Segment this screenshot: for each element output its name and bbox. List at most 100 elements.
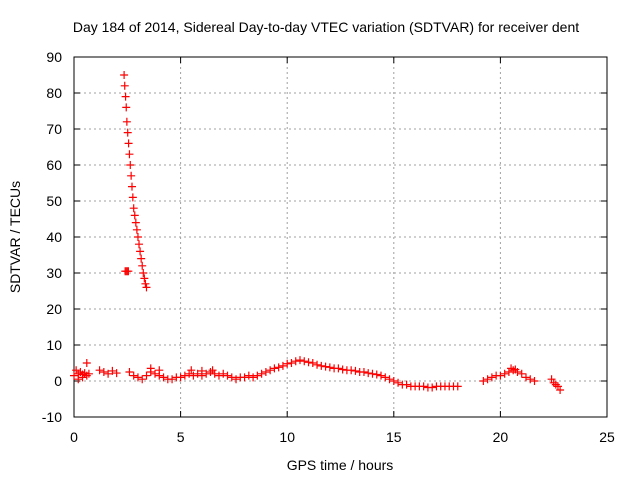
data-point	[210, 369, 219, 378]
data-point	[253, 371, 262, 380]
data-point	[509, 366, 518, 375]
data-point	[189, 371, 198, 380]
data-point	[142, 283, 151, 292]
x-tick-label: 15	[386, 429, 402, 445]
data-point	[137, 254, 146, 263]
data-point	[206, 368, 215, 376]
data-point	[500, 369, 509, 378]
data-point	[124, 267, 133, 276]
data-point	[122, 117, 131, 126]
data-point	[78, 373, 87, 382]
data-point	[283, 359, 292, 368]
data-point	[180, 371, 189, 380]
data-point	[483, 375, 492, 384]
data-point	[121, 92, 130, 101]
y-tick-label: 30	[46, 265, 62, 281]
data-point	[359, 368, 368, 376]
data-point	[308, 359, 317, 367]
data-point	[556, 386, 565, 394]
data-point	[526, 375, 535, 384]
y-tick-label: 10	[46, 337, 62, 353]
data-point	[368, 369, 377, 378]
y-tick-label: 60	[46, 157, 62, 173]
data-point	[130, 211, 139, 220]
data-point	[223, 371, 232, 380]
data-point	[133, 233, 142, 241]
data-point	[232, 375, 241, 384]
data-point	[159, 373, 168, 382]
data-point	[128, 193, 137, 202]
data-point	[139, 269, 148, 277]
data-point	[126, 161, 135, 169]
data-point	[321, 362, 330, 371]
data-point	[291, 357, 300, 366]
y-tick-label: -10	[42, 409, 62, 425]
data-point	[187, 366, 196, 375]
data-point	[364, 369, 373, 378]
y-tick-label: 20	[46, 301, 62, 317]
data-point	[138, 261, 147, 270]
data-point	[140, 274, 149, 283]
data-point	[125, 150, 134, 159]
data-point	[193, 369, 202, 378]
data-point	[389, 377, 398, 385]
data-point	[453, 382, 462, 391]
data-point	[402, 380, 411, 389]
data-point	[227, 373, 236, 382]
data-point	[185, 369, 194, 378]
data-point	[338, 365, 347, 374]
data-point	[168, 375, 177, 384]
data-point	[122, 103, 131, 112]
data-point	[428, 383, 437, 392]
data-point	[120, 81, 129, 90]
data-point	[313, 360, 322, 369]
data-point	[124, 139, 133, 148]
data-point	[496, 371, 505, 380]
data-point	[129, 204, 138, 213]
y-tick-label: 40	[46, 229, 62, 245]
data-point	[146, 364, 155, 373]
data-point	[377, 371, 386, 380]
data-point	[521, 373, 530, 382]
y-axis-label: SDTVAR / TECUs	[7, 181, 23, 293]
x-tick-label: 25	[599, 429, 615, 445]
y-tick-label: 0	[54, 373, 62, 389]
y-tick-label: 90	[46, 49, 62, 65]
data-point	[317, 361, 326, 370]
data-point	[120, 71, 129, 79]
data-point	[385, 375, 394, 384]
data-point	[141, 279, 150, 288]
data-point	[334, 364, 343, 373]
data-point	[214, 371, 223, 380]
grid-lines	[74, 57, 607, 417]
data-point	[72, 366, 81, 375]
data-point	[155, 366, 164, 375]
data-point	[104, 369, 113, 378]
data-point	[487, 373, 496, 382]
data-point	[295, 356, 304, 365]
data-point	[70, 371, 78, 380]
data-point	[394, 378, 403, 387]
data-point	[129, 371, 138, 380]
data-point	[84, 369, 93, 378]
data-point	[112, 369, 121, 378]
data-point	[219, 369, 228, 378]
x-axis-label: GPS time / hours	[287, 457, 394, 473]
data-point	[249, 373, 258, 382]
data-point	[127, 182, 136, 191]
data-point	[136, 247, 145, 256]
x-tick-label: 5	[177, 429, 185, 445]
series-group	[70, 356, 565, 394]
data-point	[131, 218, 140, 227]
chart-title: Day 184 of 2014, Sidereal Day-to-day VTE…	[73, 19, 579, 35]
data-point	[479, 377, 488, 385]
data-point	[240, 373, 249, 382]
data-point	[530, 377, 539, 385]
data-point	[266, 366, 275, 375]
data-point	[517, 369, 526, 378]
data-point	[127, 171, 136, 180]
data-point	[133, 373, 142, 382]
data-point	[151, 369, 160, 378]
data-point	[511, 365, 520, 374]
